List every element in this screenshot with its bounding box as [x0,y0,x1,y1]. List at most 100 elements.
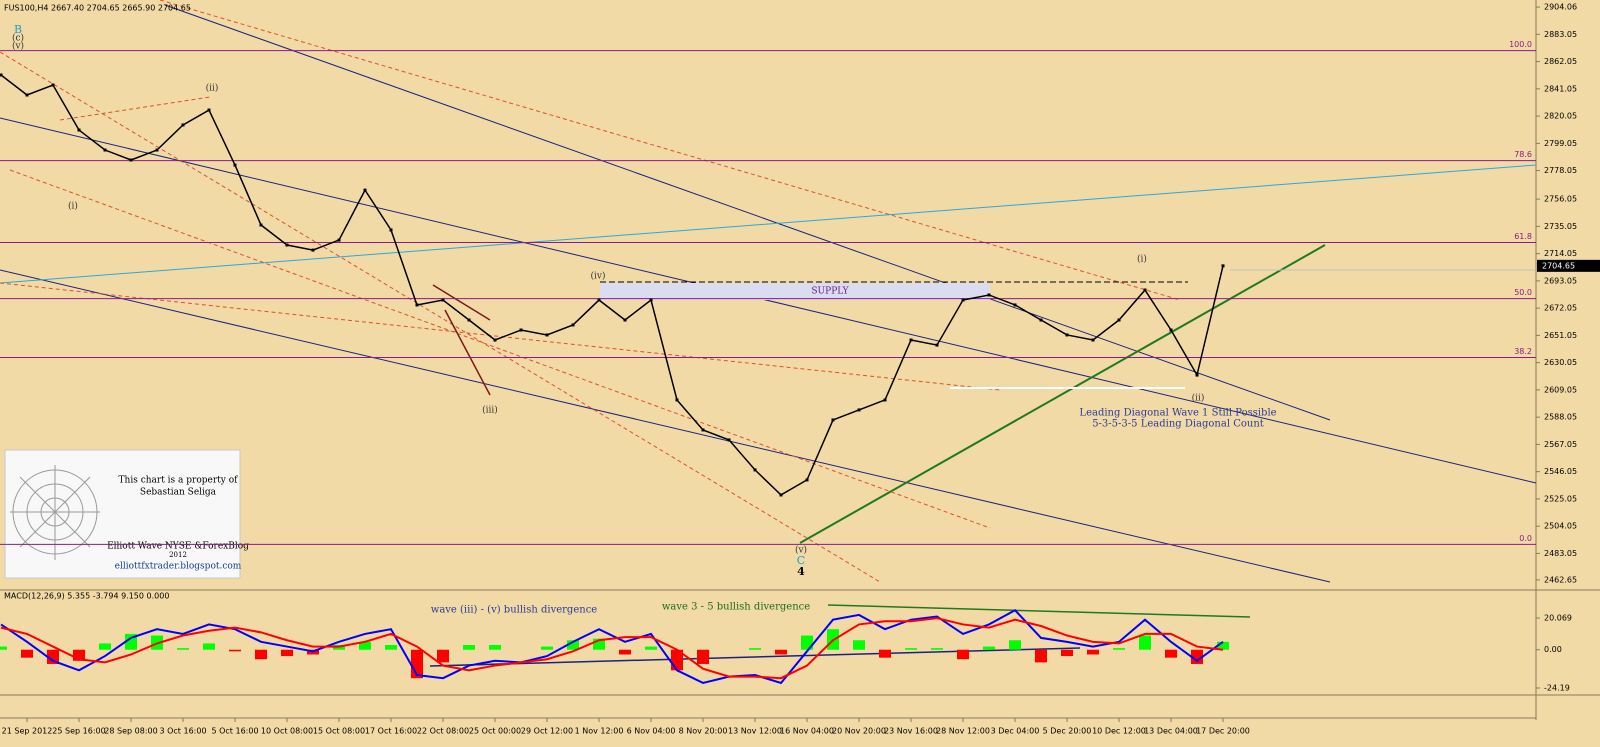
histogram-bar [1217,641,1229,650]
logo-text: Elliott Wave NYSE &ForexBlog [107,542,249,552]
x-tick-label: 22 Oct 08:00 [417,727,469,736]
price-point [571,323,575,327]
histogram-bar [853,640,865,650]
wave-label: (i) [68,201,78,212]
x-tick-label: 13 Nov 12:00 [728,727,782,736]
price-point [597,298,601,302]
histogram-bar [1035,649,1047,663]
histogram-bar [21,649,33,658]
fib-label: 0.0 [1519,534,1532,543]
price-point [519,328,523,332]
y-tick-label: 2820.05 [1544,112,1577,121]
price-point [1143,288,1147,292]
wave-label: (v) [795,545,807,556]
wave-label: 4 [797,565,805,578]
divergence-line [827,604,1251,618]
histogram-bar [931,648,943,650]
price-point [675,398,679,402]
histogram-bar [1139,635,1151,650]
histogram-bar [1061,649,1073,657]
y-tick-label: 2588.05 [1544,413,1577,422]
supply-zone [600,283,990,300]
logo-text: elliottfxtrader.blogspot.com [115,562,242,572]
price-point [25,93,29,97]
x-tick-label: 10 Oct 08:00 [261,727,313,736]
histogram-bar [775,649,787,655]
trend-line [799,244,1326,544]
fib-label: 50.0 [1514,288,1532,297]
price-line [0,74,1224,496]
x-tick-label: 29 Oct 12:00 [521,727,573,736]
price-point [415,303,419,307]
y-tick-label: 2862.05 [1544,57,1577,66]
y-tick-label: 2504.05 [1544,522,1577,531]
logo-text: This chart is a property of [119,476,239,486]
wave-label: (c) [12,33,24,44]
price-point [831,418,835,422]
x-tick-label: 5 Dec 20:00 [1043,727,1092,736]
price-point [623,318,627,322]
fib-label: 78.6 [1514,150,1532,159]
x-tick-label: 16 Nov 04:00 [780,727,834,736]
trend-line [0,164,1537,284]
annotation: wave 3 - 5 bullish divergence [662,602,810,613]
x-tick-label: 6 Nov 04:00 [627,727,676,736]
y-tick-label: 2525.05 [1544,494,1577,503]
price-point [909,338,913,342]
annotation: 5-3-5-3-5 Leading Diagonal Count [1092,419,1264,430]
price-point [1195,373,1199,377]
price-point [103,148,107,152]
y-tick-label: 2672.05 [1544,304,1577,313]
wave-label: (iii) [482,405,498,416]
histogram-bar [957,649,969,660]
wave-label: C [797,554,805,567]
y-tick-label: 20.069 [1544,613,1572,622]
macd-line [0,617,1224,680]
histogram-bar [567,640,579,650]
y-tick-label: 2462.65 [1544,575,1577,584]
y-tick-label: 2546.05 [1544,467,1577,476]
indicator-title: MACD(12,26,9) 5.355 -3.794 9.150 0.000 [4,592,169,601]
chart-title: FUS100,H4 2667.40 2704.65 2665.90 2704.6… [4,4,191,13]
y-tick-label: 2799.05 [1544,139,1577,148]
histogram-bar [1191,649,1203,664]
price-point [961,298,965,302]
y-tick-label: 2630.05 [1544,358,1577,367]
price-point [389,228,393,232]
y-tick-label: 2778.05 [1544,166,1577,175]
price-point [935,343,939,347]
y-tick-label: 0.00 [1544,645,1562,654]
price-point [441,298,445,302]
price-point [285,243,289,247]
x-tick-label: 15 Oct 08:00 [313,727,365,736]
wave-label: (v) [12,41,24,52]
histogram-bar [905,648,917,650]
y-tick-label: 2904.06 [1544,3,1577,12]
x-tick-label: 13 Dec 04:00 [1144,727,1198,736]
histogram-bar [463,644,475,650]
logo-text: 2012 [169,551,187,559]
histogram-bar [177,648,189,650]
histogram-bar [229,649,241,652]
price-point [883,398,887,402]
x-tick-label: 21 Sep 2012 [2,727,53,736]
x-tick-label: 28 Nov 12:00 [936,727,990,736]
price-point [0,73,3,77]
dashed-channel [9,169,991,529]
x-tick-label: 25 Sep 16:00 [52,727,105,736]
y-tick-label: 2714.05 [1544,249,1577,258]
channel-line [0,269,1331,583]
histogram-bar [281,649,293,657]
y-tick-label: 2735.05 [1544,222,1577,231]
x-tick-label: 20 Nov 20:00 [832,727,886,736]
annotation: wave (iii) - (v) bullish divergence [431,605,598,616]
price-point [779,493,783,497]
y-tick-label: 2756.05 [1544,195,1577,204]
histogram-bar [0,646,7,650]
price-point [233,163,237,167]
price-point [51,83,55,87]
histogram-bar [73,649,85,661]
